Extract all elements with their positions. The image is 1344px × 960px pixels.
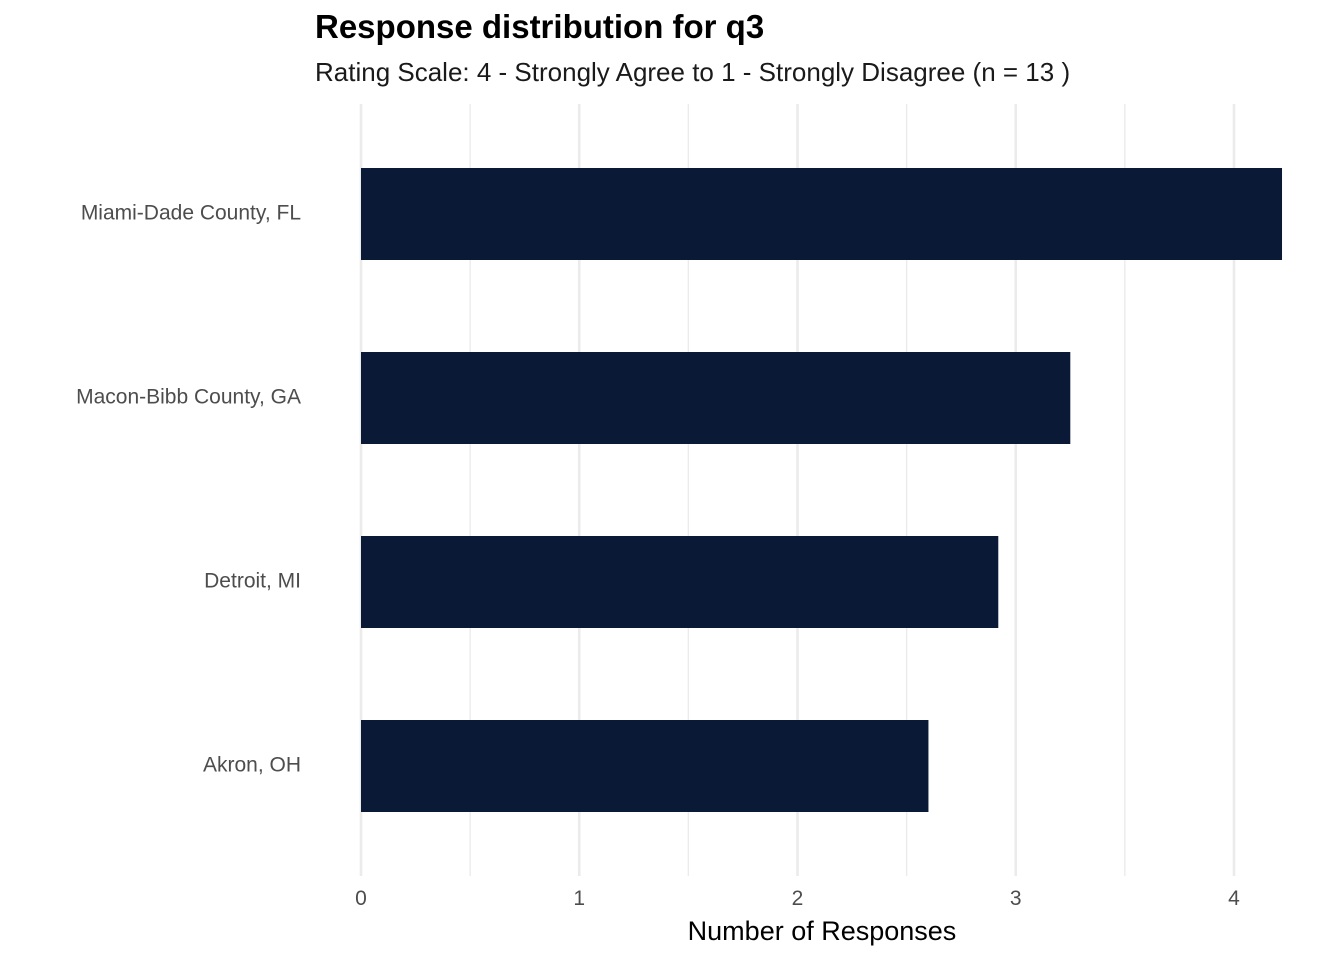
category-label: Akron, OH: [203, 754, 301, 777]
category-labels: Miami-Dade County, FL Macon-Bibb County, …: [76, 202, 301, 777]
bars: [361, 168, 1283, 812]
x-axis-title: Number of Responses: [688, 916, 957, 946]
x-tick-labels: 0 1 2 3 4: [355, 887, 1240, 910]
category-label: Miami-Dade County, FL: [81, 202, 301, 225]
chart-subtitle: Rating Scale: 4 - Strongly Agree to 1 - …: [315, 57, 1071, 87]
bar: [361, 168, 1283, 260]
chart-title: Response distribution for q3: [315, 8, 765, 45]
x-tick-label: 3: [1010, 887, 1022, 910]
category-label: Macon-Bibb County, GA: [76, 386, 301, 409]
category-label: Detroit, MI: [204, 570, 301, 593]
x-tick-label: 4: [1228, 887, 1240, 910]
x-tick-label: 0: [355, 887, 367, 910]
bar: [361, 352, 1071, 444]
bar: [361, 536, 999, 628]
x-tick-label: 2: [792, 887, 804, 910]
bar: [361, 720, 929, 812]
x-tick-label: 1: [573, 887, 585, 910]
